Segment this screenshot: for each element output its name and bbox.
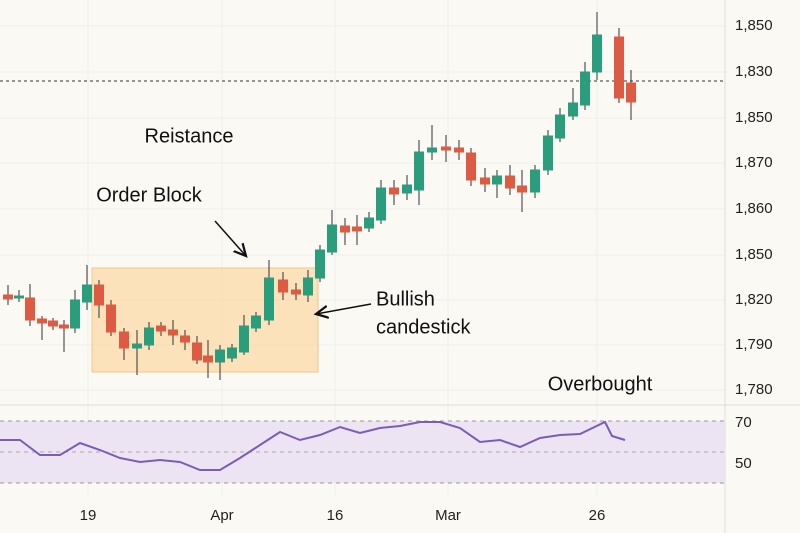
candle-body <box>59 324 69 329</box>
y-tick-label: 1,830 <box>735 63 773 80</box>
candle-body <box>376 187 386 221</box>
y-tick-label: 1,850 <box>735 109 773 126</box>
candle-body <box>555 114 565 139</box>
x-tick-label: 26 <box>589 507 606 524</box>
candle-body <box>94 284 104 306</box>
candle-body <box>303 277 313 296</box>
candle-body <box>626 82 636 103</box>
y-tick-label: 1,860 <box>735 200 773 217</box>
candle-body <box>203 355 213 363</box>
candle-body <box>568 102 578 117</box>
candle-body <box>82 284 92 303</box>
candle-body <box>480 177 490 185</box>
candle-body <box>291 289 301 295</box>
candle-body <box>239 325 249 353</box>
order-block-arrow <box>214 220 246 256</box>
rsi-line <box>0 420 626 471</box>
axis-labels: 1,850 1,830 1,850 1,870 1,860 1,850 1,820 1,790… <box>80 17 773 524</box>
y-tick-label: 1,850 <box>735 246 773 263</box>
candle-body <box>592 34 602 73</box>
y-tick-label: 1,820 <box>735 291 773 308</box>
candle-body <box>340 225 350 233</box>
y-tick-label: 1,790 <box>735 336 773 353</box>
candle-body <box>427 147 437 153</box>
candle-body <box>389 187 399 195</box>
x-tick-label: 16 <box>327 507 344 524</box>
candle-body <box>156 325 166 332</box>
candle-body <box>168 329 178 336</box>
rsi-tick-label: 70 <box>735 414 752 431</box>
annotation: Overbought <box>548 373 653 395</box>
candle-body <box>119 331 129 349</box>
y-tick-label: 1,780 <box>735 381 773 398</box>
candle-body <box>505 175 515 189</box>
candle-body <box>580 71 590 106</box>
candle-body <box>25 297 35 321</box>
bullish-arrow <box>316 303 372 314</box>
candle-body <box>180 335 190 343</box>
candle-body <box>466 152 476 181</box>
candle-body <box>192 342 202 361</box>
annotation: Reistance <box>145 125 234 147</box>
candle-body <box>264 277 274 321</box>
y-tick-label: 1,870 <box>735 154 773 171</box>
candle-body <box>3 294 13 300</box>
x-tick-label: Apr <box>210 507 233 524</box>
candle-body <box>327 224 337 253</box>
candle-body <box>517 185 527 193</box>
candle-body <box>364 217 374 229</box>
candle-body <box>454 147 464 153</box>
candle-body <box>37 318 47 324</box>
candle-body <box>352 226 362 232</box>
rsi-tick-label: 50 <box>735 455 752 472</box>
candle-body <box>14 295 24 299</box>
annotation: Order Block <box>96 184 203 206</box>
candle-body <box>614 36 624 99</box>
candle-body <box>48 320 58 327</box>
annotation: Bullish <box>376 288 435 310</box>
candle-body <box>70 299 80 329</box>
candle-body <box>251 315 261 329</box>
candle-body <box>227 347 237 359</box>
candle-body <box>414 151 424 191</box>
candle-body <box>278 279 288 293</box>
candle-body <box>215 349 225 363</box>
candle-body <box>492 175 502 185</box>
candle-body <box>530 169 540 193</box>
candle-body <box>144 327 154 346</box>
x-tick-label: 19 <box>80 507 97 524</box>
annotation: candestick <box>376 316 471 338</box>
candle-body <box>402 184 412 194</box>
candle-body <box>543 135 553 171</box>
candle-body <box>106 304 116 333</box>
candle-body <box>315 249 325 279</box>
candles <box>3 12 636 380</box>
y-tick-label: 1,850 <box>735 17 773 34</box>
x-tick-label: Mar <box>435 507 461 524</box>
candle-body <box>441 146 451 151</box>
candle-body <box>132 343 142 349</box>
